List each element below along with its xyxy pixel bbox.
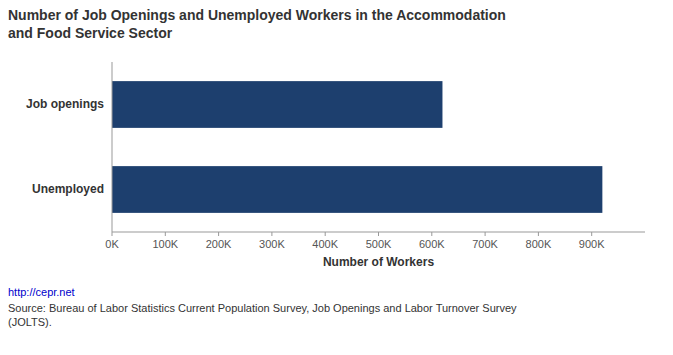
annotation-line: http://cepr.net xyxy=(8,286,75,298)
bar xyxy=(112,166,602,213)
x-tick xyxy=(378,232,379,236)
x-tick xyxy=(325,232,326,236)
x-tick-label: 800K xyxy=(526,238,552,250)
x-tick-label: 700K xyxy=(472,238,498,250)
annotation: http://cepr.net xyxy=(8,286,75,298)
x-tick xyxy=(431,232,432,236)
bar xyxy=(112,81,442,128)
x-tick-label: 500K xyxy=(366,238,392,250)
x-tick-label: 400K xyxy=(312,238,338,250)
annotation: Source: Bureau of Labor Statistics Curre… xyxy=(8,302,517,328)
x-tick-label: 300K xyxy=(259,238,285,250)
x-tick xyxy=(165,232,166,236)
annotation-line: Source: Bureau of Labor Statistics Curre… xyxy=(8,302,517,314)
x-tick-label: 200K xyxy=(206,238,232,250)
x-axis-label: Number of Workers xyxy=(323,255,434,269)
chart-container: Number of Job Openings and Unemployed Wo… xyxy=(0,0,673,355)
annotation-line: (JOLTS). xyxy=(8,316,52,328)
category-label: Job openings xyxy=(26,97,104,111)
x-tick xyxy=(271,232,272,236)
x-tick-label: 100K xyxy=(152,238,178,250)
x-tick xyxy=(591,232,592,236)
background xyxy=(0,0,673,355)
x-tick-label: 600K xyxy=(419,238,445,250)
category-label: Unemployed xyxy=(32,182,104,196)
bars xyxy=(112,81,602,213)
x-tick xyxy=(112,232,113,236)
chart-svg: Number of Job Openings and Unemployed Wo… xyxy=(0,0,673,355)
x-tick-label: 0K xyxy=(105,238,119,250)
x-tick-label: 900K xyxy=(579,238,605,250)
x-tick xyxy=(218,232,219,236)
title: Number of Job Openings and Unemployed Wo… xyxy=(8,7,506,41)
y-axis-line xyxy=(112,62,113,232)
title-line: and Food Service Sector xyxy=(8,25,173,41)
title-line: Number of Job Openings and Unemployed Wo… xyxy=(8,7,506,23)
x-tick xyxy=(485,232,486,236)
x-tick xyxy=(538,232,539,236)
